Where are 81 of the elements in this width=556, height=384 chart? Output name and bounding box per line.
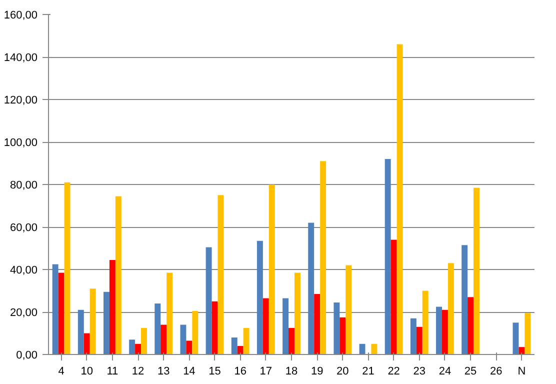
y-tick-label: 140,00 (4, 52, 38, 64)
y-tick-label: 0,00 (16, 350, 38, 362)
x-tick-label: 18 (285, 366, 298, 378)
bar (340, 317, 346, 354)
bar (212, 301, 218, 354)
bar (390, 240, 397, 354)
bar (84, 333, 90, 354)
bar (154, 304, 161, 354)
y-tick-label: 80,00 (10, 180, 38, 192)
bar (90, 288, 96, 354)
bar (58, 272, 64, 354)
bar (160, 324, 167, 354)
x-tick-label: 25 (464, 366, 477, 378)
bar (524, 313, 531, 354)
bar (103, 292, 110, 354)
bar (359, 344, 366, 354)
x-tick-label: 16 (234, 366, 246, 378)
bar (192, 310, 198, 354)
x-tick-label: 12 (132, 366, 144, 378)
x-tick-label: 21 (362, 366, 374, 378)
x-tick-label: 19 (310, 366, 324, 378)
bar (442, 310, 448, 354)
bar (129, 340, 136, 354)
bar (218, 195, 224, 354)
bar (141, 328, 147, 354)
bar (410, 318, 416, 354)
bar (237, 346, 244, 354)
bar (320, 161, 326, 354)
bar (396, 44, 403, 354)
bar (512, 322, 519, 354)
bar (268, 184, 275, 354)
x-tick-label: N (518, 366, 526, 378)
bar (206, 247, 212, 354)
bar (474, 188, 480, 354)
bar (231, 338, 238, 354)
bar (422, 290, 428, 354)
x-tick-label: 17 (260, 366, 272, 378)
y-tick-label: 100,00 (4, 137, 38, 149)
x-tick-label: 10 (80, 366, 93, 378)
bar (282, 298, 289, 354)
bar (346, 265, 352, 354)
bar (294, 272, 300, 354)
bar (462, 245, 468, 354)
y-tick-label: 60,00 (10, 222, 38, 234)
bar (448, 263, 454, 354)
bar (384, 159, 391, 354)
x-tick-label: 14 (183, 366, 196, 378)
bar (186, 340, 192, 354)
x-tick-label: 11 (106, 366, 118, 378)
bar (308, 222, 314, 354)
bar (256, 240, 263, 354)
bar (334, 302, 340, 354)
y-tick-label: 120,00 (4, 94, 38, 106)
y-tick-label: 160,00 (4, 10, 38, 22)
bar (288, 328, 294, 354)
bar (262, 298, 269, 354)
x-tick-label: 23 (413, 366, 426, 378)
bar (518, 347, 525, 354)
bar (115, 196, 122, 354)
bar (64, 182, 70, 354)
bar (180, 324, 186, 354)
bar (436, 306, 442, 354)
y-tick-label: 20,00 (10, 307, 38, 319)
x-tick-label: 26 (490, 366, 502, 378)
bar (52, 264, 58, 354)
bar (109, 260, 116, 354)
bar (371, 344, 378, 354)
bar (166, 272, 173, 354)
x-tick-label: 22 (388, 366, 400, 378)
x-tick-label: 4 (58, 366, 64, 378)
bar (243, 328, 250, 354)
bar (135, 344, 142, 354)
bar (314, 294, 320, 354)
bar (468, 297, 474, 354)
x-tick-label: 15 (208, 366, 221, 378)
x-tick-label: 20 (336, 366, 349, 378)
y-tick-label: 40,00 (10, 264, 38, 276)
bar (416, 326, 422, 354)
x-tick-label: 24 (438, 366, 452, 378)
bar (78, 310, 84, 354)
x-tick-label: 13 (157, 366, 170, 378)
